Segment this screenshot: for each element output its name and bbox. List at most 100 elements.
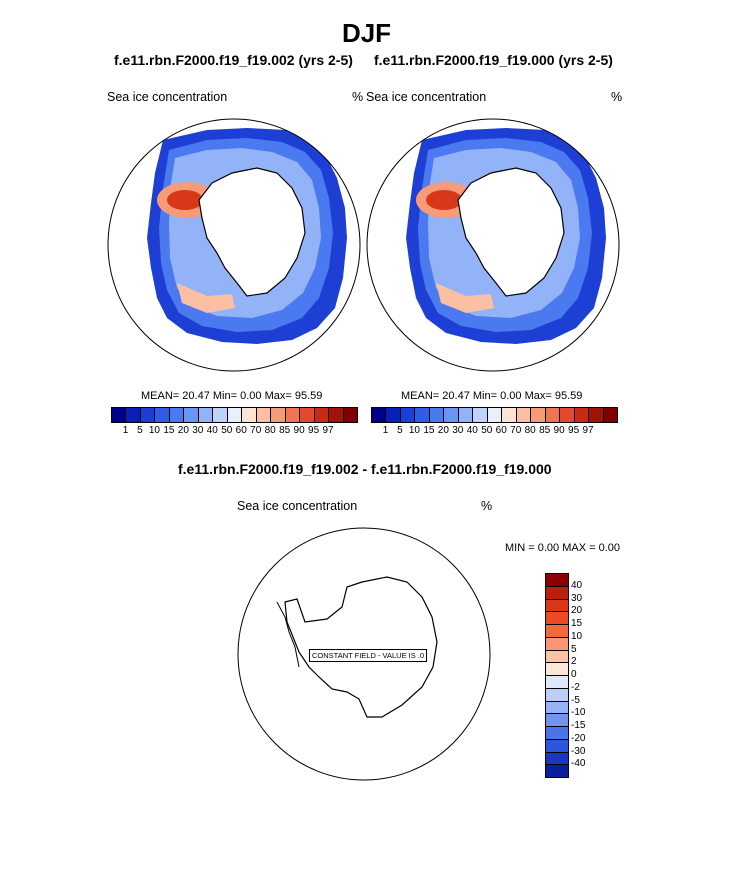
difference-colorbar-tick-label: 30 [571, 592, 583, 604]
panel-1-weddell-max [167, 190, 203, 210]
difference-colorbar-cell [545, 738, 569, 753]
difference-colorbar-cell [545, 662, 569, 676]
panel-2-colorbar-tick-label: 1 [382, 425, 389, 436]
difference-colorbar-tick-label: 15 [571, 618, 583, 629]
difference-variable-label: Sea ice concentration [237, 499, 358, 513]
panel-2-colorbar: 1 5 10 15 20 30 40 50 60 70 80 85 90 95 97 [371, 407, 618, 437]
difference-antarctica [284, 576, 438, 718]
panel-1-colorbar-cell [168, 407, 185, 423]
panel-2-title: f.e11.rbn.F2000.f19_f19.000 (yrs 2-5) [374, 52, 613, 68]
panel-1-colorbar-cell [299, 407, 315, 423]
difference-colorbar-tick-label: 20 [571, 605, 583, 617]
panel-1-colorbar-tick-label: 50 [221, 425, 233, 436]
difference-title: f.e11.rbn.F2000.f19_f19.002 - f.e11.rbn.… [178, 461, 552, 477]
panel-1-colorbar-tick-label: 85 [279, 425, 291, 436]
difference-min-label: MIN = [505, 542, 535, 554]
panel-2-colorbar-cell [428, 407, 445, 423]
panel-1-colorbar-cell [342, 407, 358, 423]
difference-colorbar-cell [545, 700, 569, 715]
difference-antarctic-peninsula [276, 601, 300, 668]
panel-1-colorbar-tick-label: 40 [206, 425, 218, 436]
panel-2-colorbar-tick-label: 5 [397, 425, 403, 436]
difference-colorbar-tick-label: 0 [571, 669, 577, 680]
difference-colorbar-cell [545, 713, 569, 727]
panel-2-colorbar-tick-label: 15 [423, 425, 435, 436]
panel-1-colorbar-cell [197, 407, 214, 423]
panel-2-stats: MEAN= 20.47 Min= 0.00 Max= 95.59 [401, 390, 582, 402]
difference-colorbar-tick-label: -10 [571, 707, 586, 719]
difference-colorbar-tick-label: -2 [571, 681, 580, 693]
difference-colorbar-cell [545, 726, 569, 740]
panel-2-units-label: % [611, 90, 623, 104]
difference-units-label: % [481, 499, 493, 513]
difference-colorbar-tick-label: -30 [571, 745, 586, 757]
panel-1-colorbar-cell [328, 407, 344, 423]
panel-2-colorbar-cell [443, 407, 459, 423]
panel-2-min-value: 0.00 [500, 390, 522, 402]
panel-1-variable-label: Sea ice concentration [107, 90, 228, 104]
panel-2-antarctica [457, 167, 565, 297]
panel-1-stats: MEAN= 20.47 Min= 0.00 Max= 95.59 [141, 390, 322, 402]
difference-colorbar-tick-label: 40 [571, 579, 583, 591]
panel-2-colorbar-cell [486, 407, 503, 423]
panel-2-polar-map [366, 118, 620, 372]
panel-2-colorbar-tick-label: 97 [582, 425, 594, 436]
panel-1-title: f.e11.rbn.F2000.f19_f19.002 (yrs 2-5) [114, 52, 353, 68]
difference-colorbar-cell [545, 675, 569, 689]
panel-2-max-value: 95.59 [554, 390, 583, 402]
difference-colorbar-cell [545, 611, 569, 625]
panel-2-colorbar-cell [399, 407, 416, 423]
difference-colorbar-cell [545, 573, 569, 587]
panel-1-colorbar-tick-label: 1 [122, 425, 129, 436]
panel-1-colorbar-cell [154, 407, 170, 423]
difference-colorbar-cell [545, 764, 569, 778]
panel-1-colorbar-cell [255, 407, 272, 423]
difference-colorbar: 40 30 20 15 10 5 2 0 -2 -5 -10 -15 -20 -30 -40 [545, 573, 605, 778]
panel-2-colorbar-cell [559, 407, 575, 423]
panel-2-colorbar-cell [588, 407, 604, 423]
panel-1-colorbar-tick-label: 70 [250, 425, 262, 436]
difference-colorbar-tick-label: 5 [571, 643, 577, 655]
difference-colorbar-cell [545, 585, 569, 600]
panel-1-colorbar-cell [226, 407, 243, 423]
panel-2-colorbar-tick-label: 60 [495, 425, 507, 436]
panel-2-variable-label: Sea ice concentration [366, 90, 487, 104]
panel-2-ross-high [436, 283, 494, 313]
panel-1-min-value: 0.00 [240, 390, 262, 402]
panel-1-colorbar-cell [183, 407, 199, 423]
panel-1-colorbar-cell [212, 407, 228, 423]
panel-1-polar-map [107, 118, 361, 372]
panel-2-colorbar-cell [515, 407, 532, 423]
panel-2-colorbar-tick-label: 85 [539, 425, 551, 436]
panel-1-colorbar-cell [284, 407, 301, 423]
difference-colorbar-tick-label: -20 [571, 732, 586, 744]
panel-2-mean-label: MEAN= [401, 390, 440, 402]
panel-2-mean-value: 20.47 [442, 390, 470, 402]
panel-1-max-value: 95.59 [294, 390, 323, 402]
panel-1-colorbar-tick-label: 15 [163, 425, 175, 436]
panel-1-colorbar-tick-label: 90 [293, 425, 305, 436]
panel-1-colorbar-tick-label: 97 [322, 425, 334, 436]
panel-1-mean-label: MEAN= [141, 390, 180, 402]
panel-1-colorbar-tick-label: 60 [235, 425, 247, 436]
difference-colorbar-cell [545, 598, 569, 613]
difference-max-label: MAX = [562, 542, 596, 554]
panel-2-colorbar-cell [501, 407, 517, 423]
panel-2-max-label: Max= [524, 390, 552, 402]
difference-colorbar-tick-label: 10 [571, 630, 583, 642]
panel-1-colorbar-tick-label: 10 [148, 425, 160, 436]
panel-2-colorbar-cell [385, 407, 401, 423]
panel-2-min-label: Min= [472, 390, 498, 402]
difference-colorbar-cell [545, 687, 569, 702]
panel-2-colorbar-cell [573, 407, 590, 423]
panel-1-colorbar-tick-label: 80 [264, 425, 276, 436]
panel-1-colorbar-cell [139, 407, 156, 423]
difference-colorbar-tick-label: 2 [571, 656, 577, 668]
difference-colorbar-cell [545, 751, 569, 766]
panel-1-colorbar-tick-label: 30 [192, 425, 204, 436]
panel-2-colorbar-cell [530, 407, 546, 423]
panel-2-colorbar-tick-label: 80 [524, 425, 536, 436]
page-title: DJF [341, 18, 392, 48]
panel-2-weddell-max [426, 190, 462, 210]
difference-colorbar-tick-label: -15 [571, 720, 586, 731]
